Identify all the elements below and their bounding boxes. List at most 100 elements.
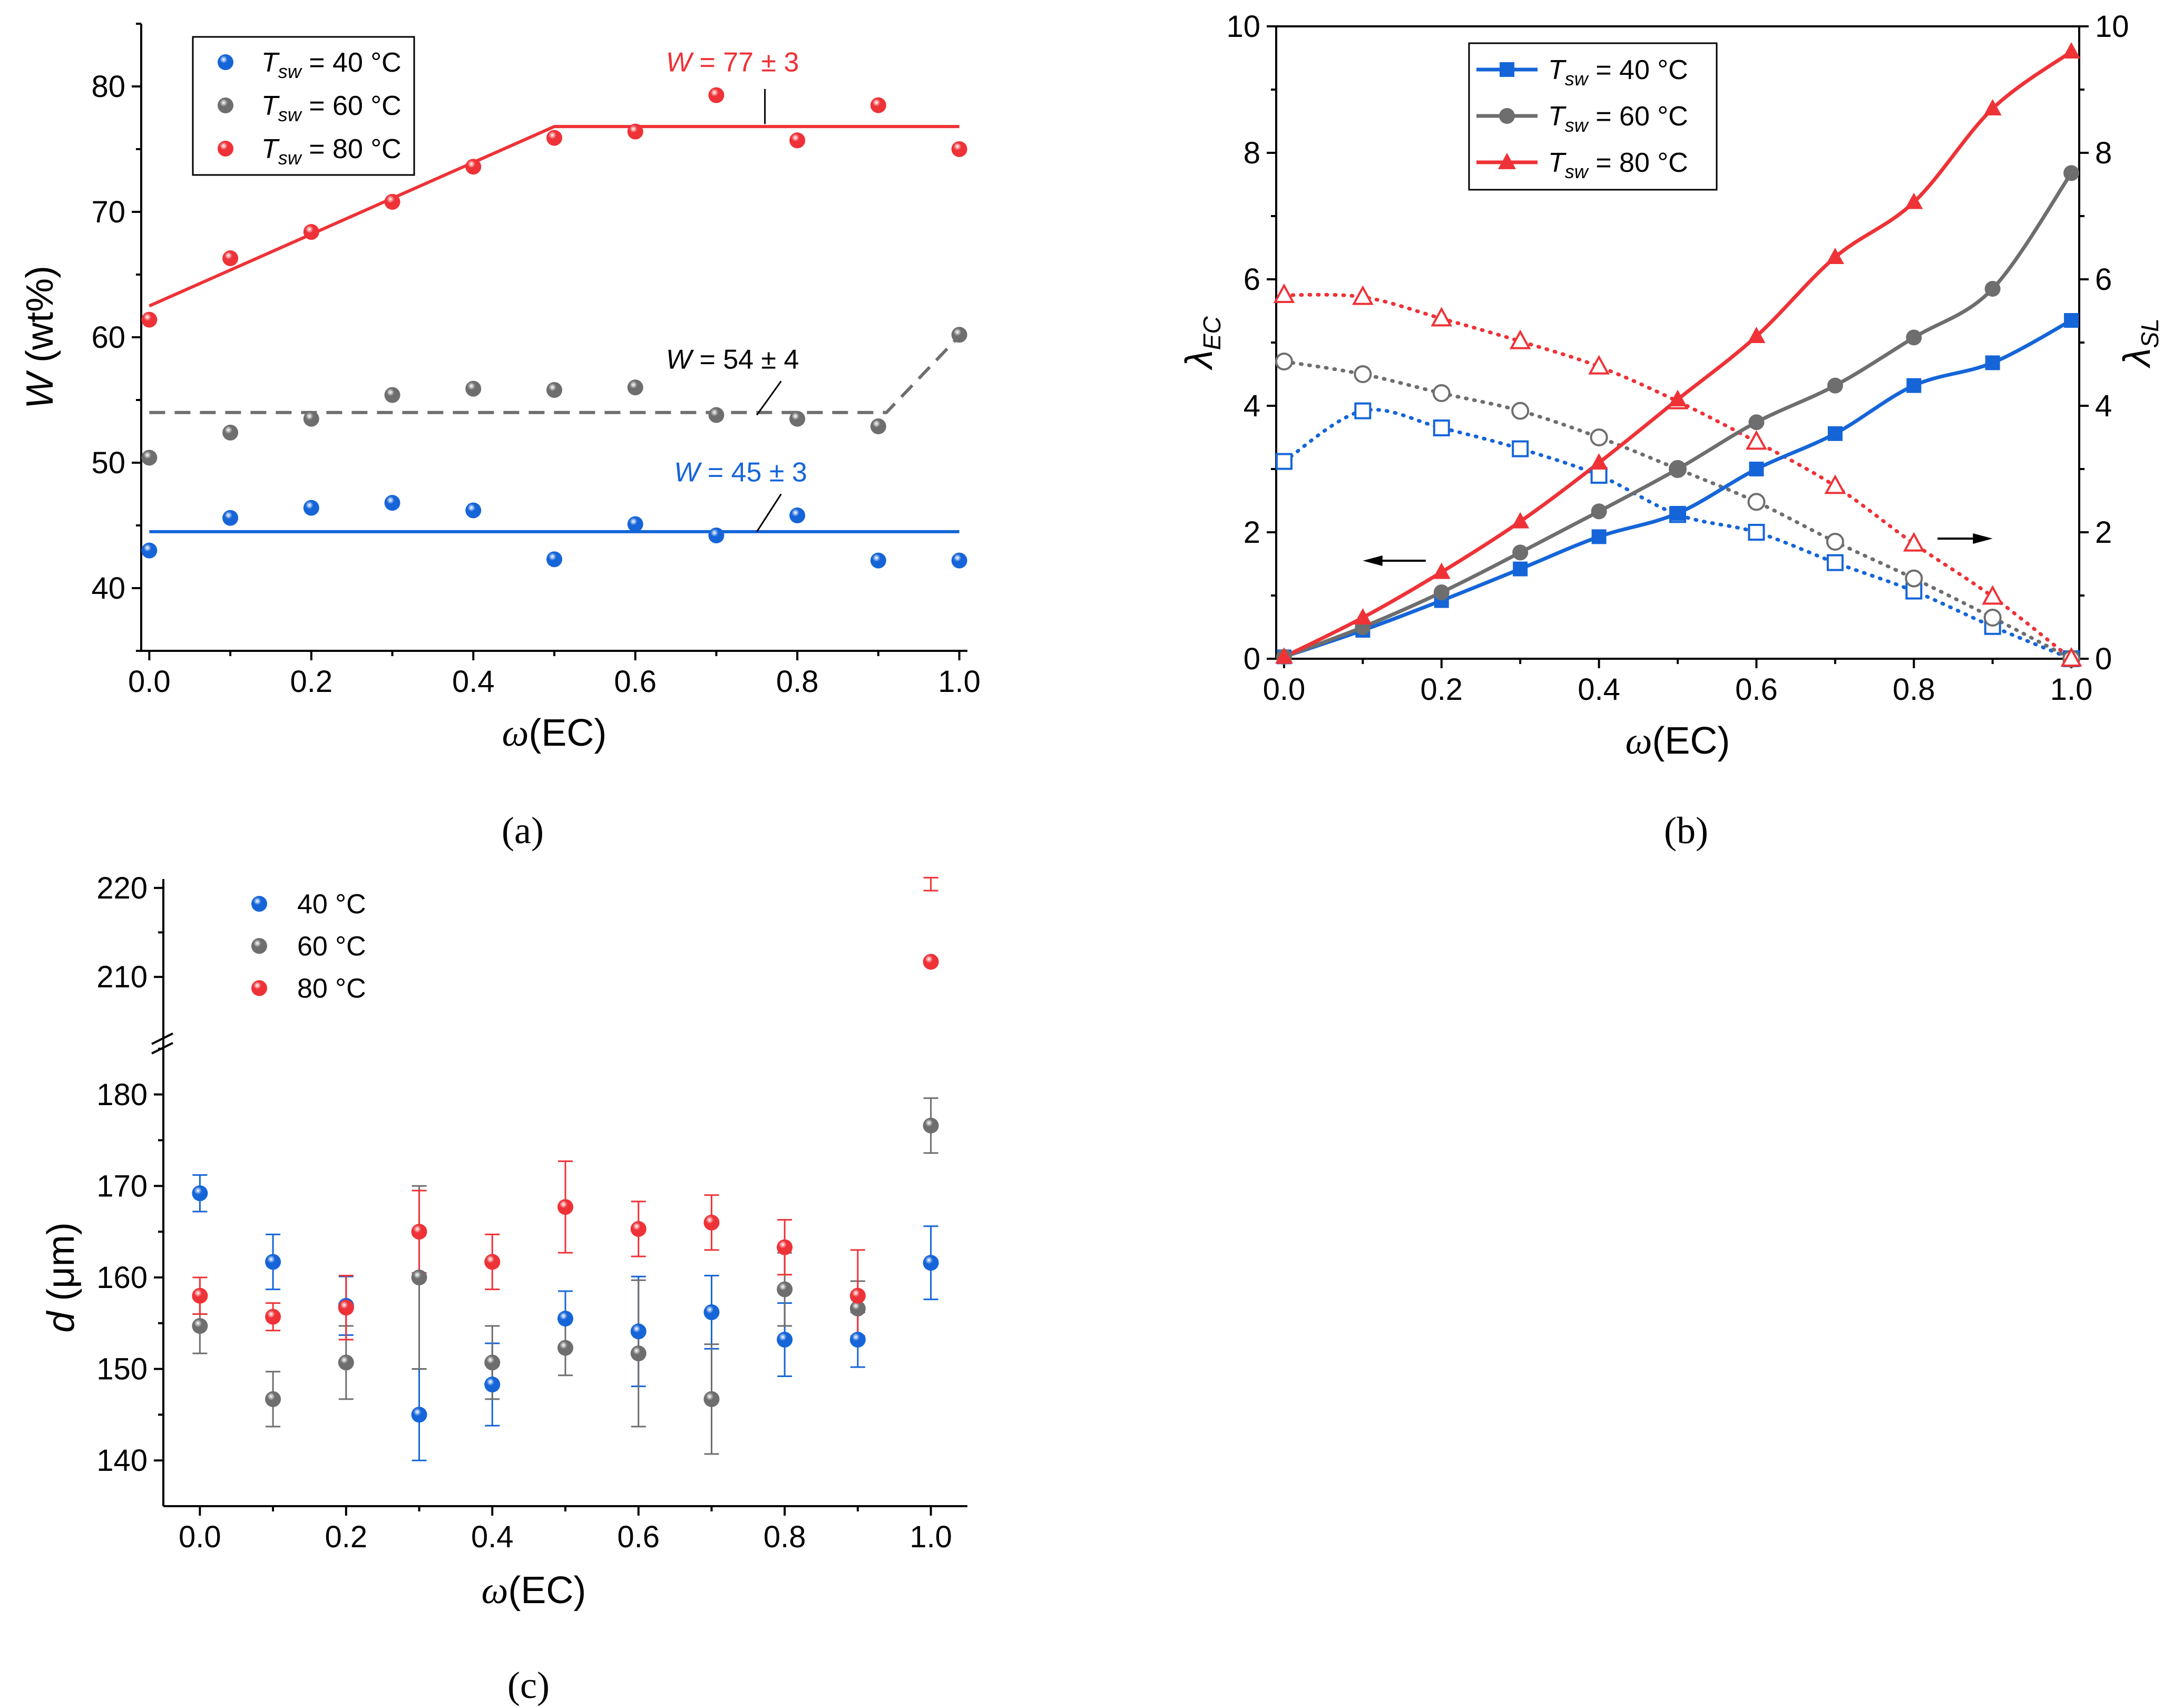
data-point-blue: [627, 516, 643, 532]
x-axis-title: ω(EC): [482, 1569, 586, 1612]
data-point-gray: [141, 450, 158, 466]
data-point-blue: [923, 1255, 939, 1271]
legend-marker-blue: [1500, 62, 1514, 77]
left-y-tick-label: 0: [1244, 642, 1260, 676]
data-point-red: [870, 97, 886, 113]
data-point-gray: [703, 1391, 720, 1407]
lambda-ec-point-blue: [1985, 355, 2000, 370]
x-tick-label: 1.0: [2050, 672, 2093, 707]
right-y-tick-label: 4: [2095, 389, 2112, 423]
lambda-sl-point-gray: [1983, 609, 2002, 627]
data-point-gray: [546, 382, 562, 398]
data-point-red: [708, 87, 725, 103]
lambda-sl-point-red: [1982, 585, 2004, 605]
lambda-sl-point-blue: [1512, 440, 1529, 457]
lambda-ec-curve-gray: [1283, 172, 2073, 659]
legend-marker-blue: [218, 54, 233, 70]
annotation-leader: [756, 380, 782, 416]
y-tick-label: 40: [91, 571, 125, 606]
data-point-gray: [951, 327, 967, 343]
legend-entry-gray: 60 °C: [297, 931, 366, 962]
lambda-ec-point-gray: [1433, 584, 1450, 600]
lambda-ec-point-gray: [1512, 544, 1529, 561]
left-y-tick-label: 8: [1244, 136, 1260, 170]
lambda-ec-point-red: [1983, 99, 2002, 115]
lambda-ec-curve-red: [1283, 50, 2073, 659]
data-point-blue: [222, 510, 239, 526]
data-point-gray: [777, 1281, 793, 1297]
fit-line-gray: [149, 335, 961, 414]
annotation-leader: [756, 493, 782, 532]
x-tick-label: 0.8: [764, 1520, 806, 1554]
x-tick-label: 0.8: [1893, 672, 1935, 707]
legend-entry-blue: Tsw = 40 °C: [1548, 55, 1688, 90]
lambda-ec-point-blue: [1749, 462, 1764, 476]
y-tick-label: 140: [96, 1443, 148, 1478]
right-y-tick-label: 2: [2095, 515, 2112, 550]
legend-marker-gray: [218, 97, 233, 113]
data-point-gray: [465, 380, 482, 397]
lambda-ec-point-gray: [1827, 377, 1843, 394]
lambda-sl-point-gray: [1275, 353, 1293, 370]
y-tick-label: 170: [96, 1169, 148, 1203]
data-point-blue: [630, 1323, 647, 1340]
data-point-red: [627, 123, 643, 140]
lambda-ec-curve-blue: [1283, 318, 2072, 659]
data-point-red: [546, 130, 562, 146]
data-point-blue: [484, 1377, 501, 1393]
legend-entry-red: Tsw = 80 °C: [261, 134, 402, 169]
data-point-blue: [265, 1254, 281, 1270]
data-point-red: [192, 1287, 208, 1304]
legend-marker-blue: [251, 896, 267, 912]
legend-marker-gray: [251, 938, 267, 954]
lambda-ec-point-red: [1747, 327, 1766, 343]
lambda-ec-point-gray: [1748, 414, 1765, 431]
y-tick-label: 150: [96, 1352, 148, 1387]
panel-label-b: (b): [1664, 809, 1708, 852]
data-point-red: [384, 193, 400, 210]
lambda-sl-point-gray: [1511, 402, 1530, 420]
lambda-ec-point-blue: [1906, 378, 1922, 393]
x-tick-label: 0.6: [614, 665, 657, 699]
data-point-gray: [849, 1301, 866, 1317]
data-point-red: [484, 1254, 501, 1270]
legend-marker-gray: [1499, 108, 1515, 124]
y-axis-title: d (μm): [40, 1222, 82, 1332]
x-tick-label: 0.0: [1263, 672, 1306, 707]
data-point-gray: [222, 424, 239, 441]
y-tick-label: 80: [91, 70, 125, 104]
right-y-tick-label: 0: [2095, 642, 2112, 676]
x-tick-label: 0.0: [128, 665, 171, 699]
data-point-blue: [849, 1332, 866, 1348]
x-axis-title: ω(EC): [502, 712, 607, 754]
data-point-red: [222, 250, 239, 267]
data-point-gray: [630, 1345, 647, 1362]
left-y-axis-title: λEC: [1178, 316, 1226, 371]
x-axis-title: ω(EC): [1626, 720, 1730, 762]
data-point-blue: [141, 542, 158, 559]
lambda-ec-point-red: [1511, 512, 1530, 529]
data-point-blue: [789, 507, 806, 523]
annotation-text: W = 45 ± 3: [674, 457, 807, 488]
data-point-gray: [627, 379, 643, 396]
annotation-text: W = 77 ± 3: [666, 47, 799, 77]
y-tick-label: 180: [96, 1078, 148, 1112]
lambda-sl-curve-red: [1282, 292, 2073, 661]
lambda-ec-point-blue: [1591, 529, 1607, 544]
y-tick-label: 160: [96, 1261, 148, 1295]
lambda-sl-point-blue: [1748, 524, 1765, 541]
data-point-blue: [192, 1185, 208, 1202]
x-tick-label: 0.4: [1578, 672, 1620, 707]
lambda-sl-point-blue: [1275, 453, 1293, 470]
data-point-blue: [546, 551, 562, 568]
lambda-sl-point-red: [1509, 329, 1531, 349]
data-point-gray: [384, 387, 400, 403]
left-y-tick-label: 2: [1244, 515, 1260, 550]
x-tick-label: 0.8: [776, 665, 819, 699]
data-point-gray: [411, 1270, 427, 1285]
legend-marker-red: [251, 980, 267, 996]
right-y-tick-label: 10: [2095, 9, 2129, 44]
right-y-axis-title: λSL: [2116, 318, 2164, 369]
data-point-gray: [484, 1354, 501, 1371]
data-point-blue: [411, 1407, 427, 1423]
